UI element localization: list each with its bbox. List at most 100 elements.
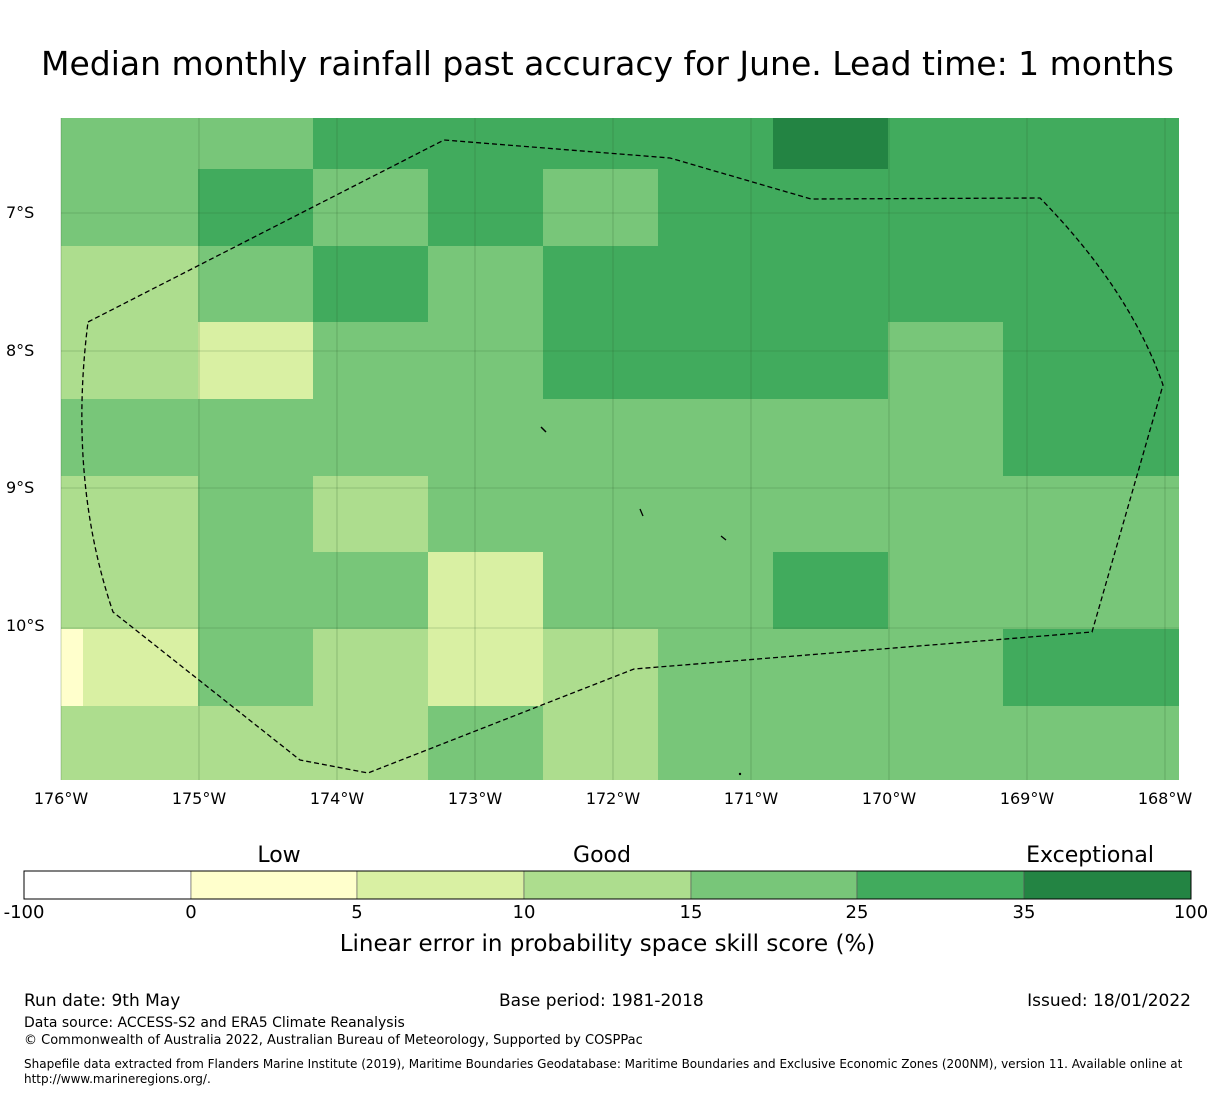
skill-cell xyxy=(428,399,543,476)
colorbar-category-good: Good xyxy=(573,843,631,868)
colorbar-segment xyxy=(190,870,358,900)
skill-cell xyxy=(1118,629,1179,706)
colorbar-category-exceptional: Exceptional xyxy=(1026,843,1154,868)
island-atafu xyxy=(639,508,644,517)
lon-label-175w: 175°W xyxy=(171,789,227,808)
skill-cell xyxy=(61,246,83,322)
lat-lon-gridlines xyxy=(60,118,1179,780)
skill-cell xyxy=(658,552,773,629)
lat-label-7s: 7°S xyxy=(6,203,35,222)
lon-label-169w: 169°W xyxy=(999,789,1055,808)
skill-cell xyxy=(198,629,313,706)
island-swains xyxy=(738,772,742,776)
lon-label-176w: 176°W xyxy=(33,789,89,808)
skill-cell xyxy=(658,476,773,552)
skill-cell xyxy=(1003,552,1179,629)
lon-label-170w: 170°W xyxy=(861,789,917,808)
skill-cell xyxy=(773,118,888,169)
skill-cell xyxy=(1118,118,1179,322)
skill-cell xyxy=(61,629,83,706)
skill-cell xyxy=(61,476,198,552)
skill-cell xyxy=(888,706,1003,780)
issued-date: Issued: 18/01/2022 xyxy=(1027,991,1191,1011)
colorbar-tick-0: 0 xyxy=(185,902,197,923)
colorbar-segment xyxy=(523,870,692,900)
skill-cell xyxy=(61,629,198,706)
skill-cell xyxy=(888,399,1003,476)
island-fakaofo xyxy=(720,535,727,541)
skill-cell xyxy=(313,706,428,780)
skill-cell xyxy=(658,246,773,322)
colorbar-tick-15: 15 xyxy=(679,902,703,923)
skill-cell xyxy=(888,476,1003,552)
skill-cell xyxy=(428,322,543,399)
skill-cell xyxy=(198,399,313,476)
skill-cell xyxy=(888,322,1003,399)
skill-cell xyxy=(313,246,428,322)
eez-boundary xyxy=(81,139,1164,774)
skill-cell xyxy=(428,552,543,629)
skill-cell xyxy=(313,476,428,552)
skill-cell xyxy=(543,476,658,552)
skill-cell xyxy=(773,399,888,476)
skill-cell xyxy=(61,246,198,322)
skill-cell xyxy=(428,629,543,706)
lon-label-174w: 174°W xyxy=(309,789,365,808)
skill-cell xyxy=(198,552,313,629)
skill-cell xyxy=(61,169,198,246)
colorbar-category-low: Low xyxy=(257,843,301,868)
lat-label-8s: 8°S xyxy=(6,341,35,360)
skill-cell xyxy=(543,629,658,706)
skill-cell xyxy=(543,706,658,780)
colorbar-segment xyxy=(690,870,858,900)
skill-cell xyxy=(313,552,428,629)
skill-cell xyxy=(1118,706,1179,780)
shapefile-url: http://www.marineregions.org/. xyxy=(24,1072,211,1086)
skill-cell xyxy=(658,399,773,476)
skill-cell xyxy=(773,476,888,552)
run-date: Run date: 9th May xyxy=(24,991,181,1011)
skill-cell xyxy=(313,399,428,476)
colorbar-tick-35: 35 xyxy=(1012,902,1036,923)
skill-cell xyxy=(198,476,313,552)
data-source: Data source: ACCESS-S2 and ERA5 Climate … xyxy=(24,1015,405,1031)
skill-cell xyxy=(198,118,313,169)
skill-cell xyxy=(543,169,658,246)
skill-cell xyxy=(543,322,658,399)
skill-cell xyxy=(428,246,543,322)
skill-cell xyxy=(428,706,543,780)
lat-label-10s: 10°S xyxy=(6,616,45,635)
skill-cell xyxy=(198,322,313,399)
colorbar-tick-100: 100 xyxy=(1173,902,1209,923)
lon-label-168w: 168°W xyxy=(1137,789,1193,808)
colorbar-tick-minus100: -100 xyxy=(3,902,45,923)
colorbar-segment xyxy=(23,870,192,900)
colorbar-segment xyxy=(856,870,1025,900)
skill-cell xyxy=(543,118,658,169)
skill-cell xyxy=(773,706,888,780)
skill-cell xyxy=(61,706,198,780)
colorbar-segment xyxy=(356,870,525,900)
skill-cell xyxy=(773,552,888,629)
skill-cell xyxy=(428,476,543,552)
lon-label-171w: 171°W xyxy=(723,789,779,808)
copyright: © Commonwealth of Australia 2022, Austra… xyxy=(24,1033,643,1048)
skill-cell xyxy=(773,246,888,322)
colorbar-tick-5: 5 xyxy=(351,902,363,923)
skill-cell xyxy=(313,322,428,399)
skill-cell xyxy=(198,706,313,780)
skill-cell xyxy=(61,552,198,629)
skill-cell xyxy=(198,169,313,246)
skill-grid-cells xyxy=(61,118,1179,780)
skill-cell xyxy=(888,246,1003,322)
skill-cell xyxy=(773,169,888,246)
skill-cell xyxy=(773,629,888,706)
island-nukunonu xyxy=(540,426,547,433)
skill-cell xyxy=(313,118,428,169)
skill-cell xyxy=(658,629,773,706)
skill-cell xyxy=(313,169,428,246)
colorbar-tick-10: 10 xyxy=(512,902,536,923)
skill-cell xyxy=(198,246,313,322)
